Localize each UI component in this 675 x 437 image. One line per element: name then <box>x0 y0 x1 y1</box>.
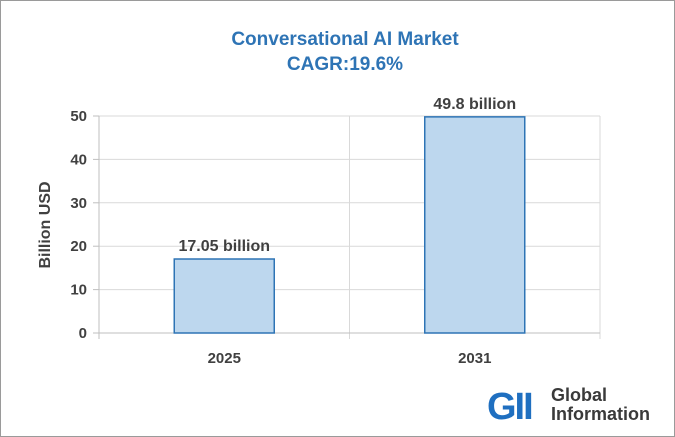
bars <box>173 116 526 334</box>
x-category-label: 2025 <box>208 350 241 367</box>
y-tick-label: 30 <box>70 195 87 212</box>
x-category-label: 2031 <box>458 350 491 367</box>
logo-line-1: Global <box>551 385 608 405</box>
chart-subtitle: CAGR:19.6% <box>286 54 404 75</box>
y-tick-label: 40 <box>70 151 87 168</box>
logo-line-2: Information <box>551 404 650 424</box>
data-label-2031: 49.8 billion <box>433 96 516 113</box>
y-tick-label: 0 <box>79 325 87 342</box>
gii-logo-text: Global Information <box>551 386 650 424</box>
chart-title: Conversational AI Market <box>231 29 459 50</box>
bar-2025 <box>173 258 275 334</box>
y-tick-label: 50 <box>70 108 87 125</box>
y-tick-label: 20 <box>70 238 87 255</box>
data-label-2025: 17.05 billion <box>178 238 270 255</box>
y-axis-ticks: 0 10 20 30 40 50 <box>70 108 87 342</box>
gii-logo: GII Global Information <box>487 385 667 429</box>
y-axis-label: Billion USD <box>37 181 54 268</box>
y-tick-label: 10 <box>70 282 87 299</box>
x-axis-categories: 2025 2031 <box>208 350 492 367</box>
bar-2031 <box>424 116 526 334</box>
data-labels: 17.05 billion 49.8 billion <box>178 96 516 255</box>
gii-logo-mark: GII <box>487 386 534 428</box>
